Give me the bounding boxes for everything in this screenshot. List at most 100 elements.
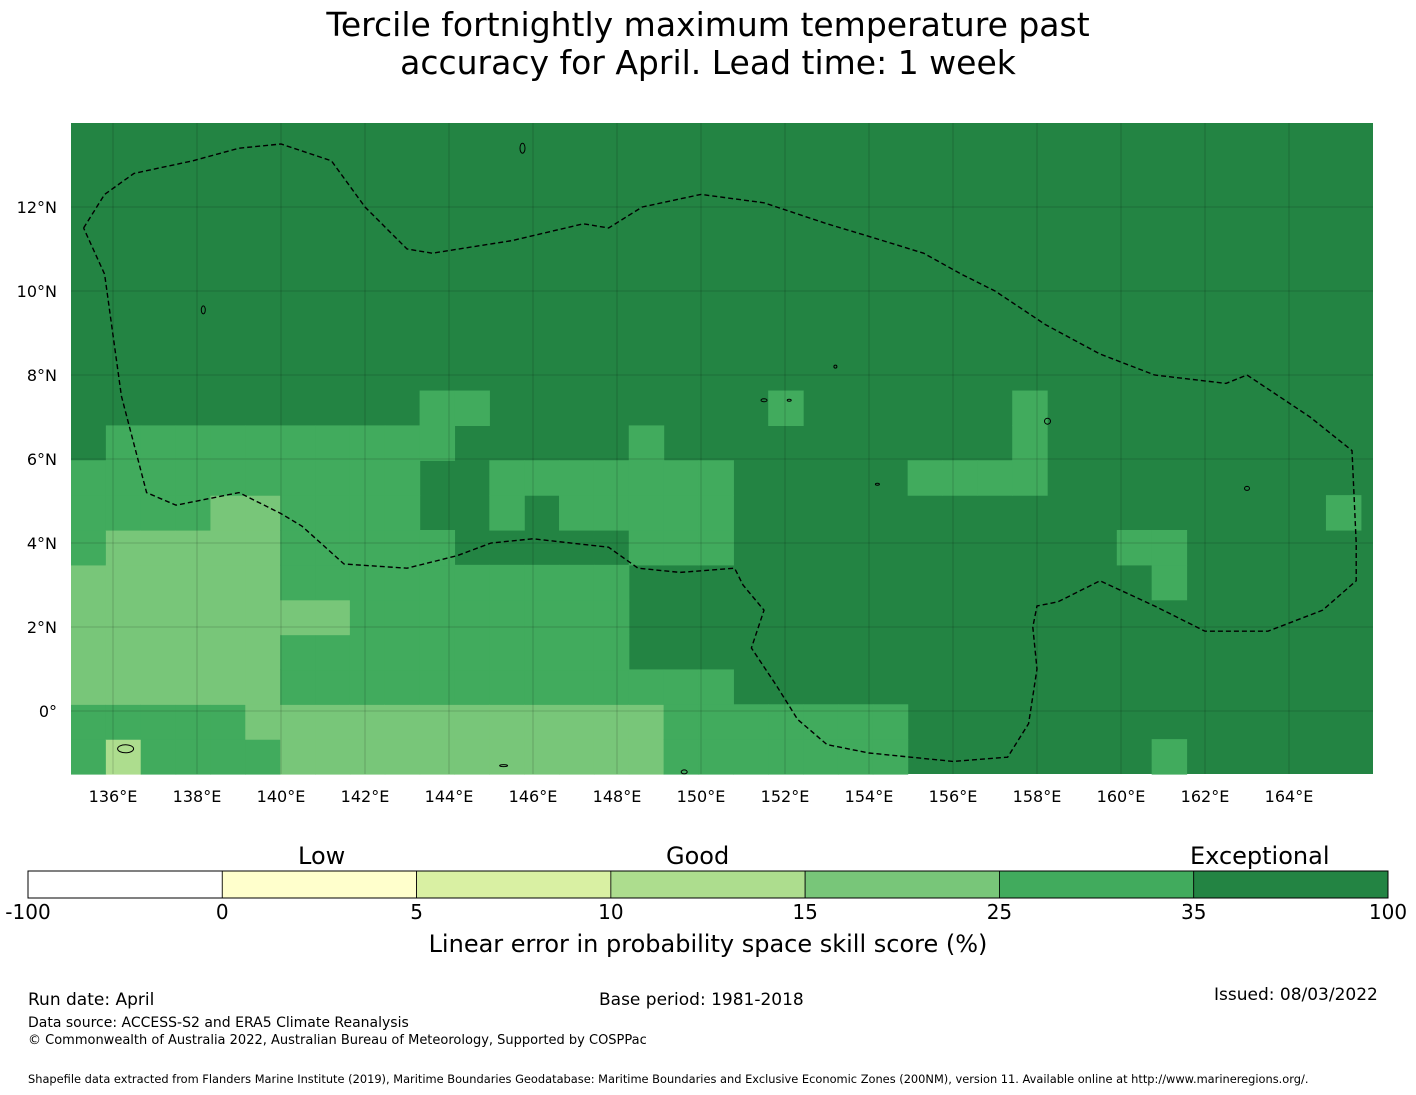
data-source: Data source: ACCESS-S2 and ERA5 Climate …: [28, 1015, 409, 1031]
island: [1044, 417, 1051, 425]
lon-tick-label: 162°E: [1181, 787, 1230, 806]
skill-cell: [524, 599, 560, 636]
shapefile-credit: Shapefile data extracted from Flanders M…: [28, 1072, 1309, 1086]
lat-tick-label: 12°N: [17, 198, 57, 217]
skill-cell: [140, 564, 177, 601]
skill-cell: [315, 425, 351, 461]
latitude-ticks: 12°N 10°N 8°N 6°N 4°N 2°N 0°: [17, 198, 57, 721]
title-line-2: accuracy for April. Lead time: 1 week: [400, 43, 1016, 82]
skill-cell: [384, 739, 421, 775]
skill-cell: [349, 529, 386, 566]
colorbar-swatch: [27, 870, 223, 899]
skill-cell: [384, 564, 421, 601]
skill-cell: [698, 704, 734, 740]
colorbar-word-low: Low: [298, 842, 346, 870]
skill-cell: [803, 739, 839, 775]
skill-cell: [489, 599, 525, 636]
skill-cell: [524, 669, 560, 705]
skill-cell: [315, 529, 351, 566]
skill-cell: [349, 460, 386, 496]
skill-cell: [489, 704, 525, 740]
lon-tick-label: 138°E: [173, 787, 222, 806]
skill-cell: [210, 634, 246, 671]
skill-cell: [105, 704, 142, 740]
skill-cell: [384, 599, 421, 636]
skill-cell: [628, 704, 665, 740]
colorbar-word-good: Good: [666, 842, 730, 870]
skill-cell: [803, 704, 839, 740]
colorbar-swatch: [416, 870, 612, 899]
skill-cell: [1012, 425, 1048, 461]
skill-cell: [559, 460, 595, 496]
skill-cell: [489, 634, 525, 671]
skill-cell: [489, 495, 525, 531]
skill-cell: [663, 704, 700, 740]
skill-cell: [837, 739, 874, 775]
skill-cell: [559, 704, 595, 740]
skill-cell: [663, 529, 700, 566]
skill-cell: [105, 564, 142, 601]
skill-cell: [175, 425, 212, 461]
skill-cell: [105, 529, 142, 566]
run-date: Run date: April: [28, 990, 155, 1010]
skill-cell: [419, 634, 456, 671]
island: [680, 769, 688, 775]
lon-tick-label: 156°E: [929, 787, 978, 806]
skill-cell: [349, 564, 386, 601]
skill-cell: [280, 704, 316, 740]
skill-cell: [210, 599, 246, 636]
chart-title: Tercile fortnightly maximum temperature …: [0, 6, 1416, 82]
skill-cell: [349, 704, 386, 740]
lat-tick-label: 10°N: [17, 282, 57, 301]
skill-cell: [559, 599, 595, 636]
skill-cell: [489, 669, 525, 705]
skill-cell: [280, 425, 316, 461]
skill-cell: [175, 460, 212, 496]
colorbar-swatch: [610, 870, 806, 899]
skill-cell: [315, 634, 351, 671]
skill-cell: [454, 390, 490, 426]
skill-cell: [628, 460, 665, 496]
skill-cell: [349, 739, 386, 775]
skill-cell: [245, 599, 281, 636]
skill-cell: [872, 704, 909, 740]
skill-cell: [593, 669, 630, 705]
colorbar-tick-label: 100: [1368, 900, 1408, 924]
skill-cell: [663, 669, 700, 705]
skill-cell: [315, 564, 351, 601]
skill-cell: [1116, 529, 1153, 566]
skill-cell: [1012, 460, 1048, 496]
skill-cell: [593, 564, 630, 601]
colorbar-label: Linear error in probability space skill …: [428, 930, 988, 958]
skill-cell: [210, 669, 246, 705]
skill-cell: [349, 599, 386, 636]
skill-cell: [454, 599, 490, 636]
skill-cell: [1151, 564, 1188, 601]
copyright: © Commonwealth of Australia 2022, Austra…: [28, 1033, 647, 1048]
skill-cell: [628, 529, 665, 566]
skill-cell: [524, 460, 560, 496]
colorbar: [27, 870, 1389, 899]
lon-tick-label: 154°E: [845, 787, 894, 806]
skill-cell: [524, 564, 560, 601]
skill-cell: [175, 739, 212, 775]
colorbar-tick-label: 15: [792, 900, 818, 924]
skill-cell: [559, 739, 595, 775]
skill-cell: [454, 739, 490, 775]
skill-cell: [768, 739, 804, 775]
colorbar-tick-label: 10: [598, 900, 624, 924]
skill-cell: [768, 390, 804, 426]
skill-cell: [245, 704, 281, 740]
lat-tick-label: 0°: [39, 702, 57, 721]
skill-cell: [384, 704, 421, 740]
skill-cell: [1151, 739, 1188, 775]
skill-cell: [628, 739, 665, 775]
skill-cell: [71, 704, 107, 740]
island: [519, 142, 526, 154]
skill-cell: [245, 425, 281, 461]
island: [200, 305, 206, 315]
eez-boundary: [82, 143, 1357, 763]
colorbar-tick-label: 5: [410, 900, 423, 924]
colorbar-tick-label: 35: [1180, 900, 1207, 924]
skill-cell: [454, 704, 490, 740]
